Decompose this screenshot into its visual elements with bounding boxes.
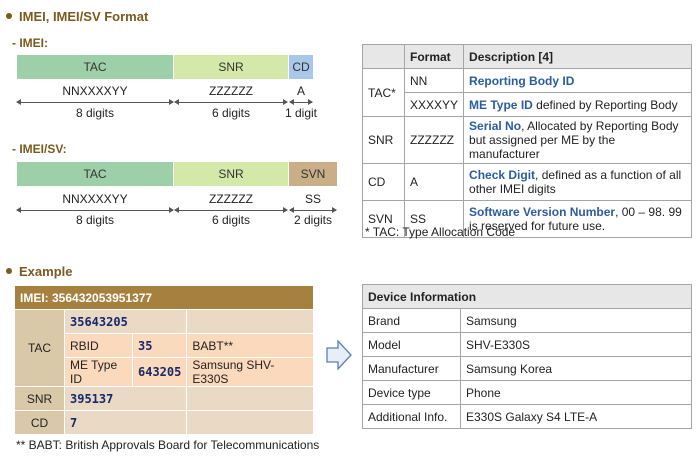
imei-tac-span-arrow: [16, 99, 174, 105]
term-me-type-id: ME Type ID: [469, 97, 533, 112]
imeisv-svn-segment: SVN: [289, 162, 337, 186]
imei-snr-segment: SNR: [174, 55, 288, 79]
term-serial-no: Serial No: [469, 119, 522, 133]
device-model-key: Model: [362, 332, 461, 357]
format-heading: IMEI, IMEI/SV Format: [6, 9, 148, 24]
snr-format: ZZZZZZ: [403, 116, 465, 164]
tac-xxxxyy-description: ME Type ID defined by Reporting Body: [463, 92, 692, 117]
format-column-header: Format: [403, 44, 465, 69]
example-rbid-value: 35: [131, 333, 188, 358]
imeisv-snr-digits: 6 digits: [211, 213, 251, 227]
example-imei-header: IMEI: 356432053951377: [14, 285, 314, 310]
imeisv-svn-digits: 2 digits: [293, 213, 333, 227]
cd-row-label: CD: [362, 163, 405, 201]
imeisv-svn-span-arrow: [289, 207, 337, 213]
device-manufacturer-key: Manufacturer: [362, 356, 461, 381]
example-tac-empty: [186, 309, 314, 334]
svn-format: SS: [403, 200, 465, 238]
example-me-type-value: 643205: [131, 357, 188, 387]
snr-description: Serial No, Allocated by Reporting Body b…: [463, 116, 692, 164]
term-check-digit: Check Digit: [469, 168, 536, 182]
term-software-version-number: Software Version Number: [469, 205, 616, 219]
device-type-value: Phone: [460, 380, 692, 405]
example-tac-value: 35643205: [63, 309, 188, 334]
imeisv-snr-format: ZZZZZZ: [209, 192, 253, 206]
example-me-type-description: Samsung SHV-E330S: [186, 357, 314, 387]
format-table-corner: [362, 44, 405, 69]
example-rbid-description: BABT**: [186, 333, 314, 358]
svn-description: Software Version Number, 00 – 98. 99 is …: [463, 200, 692, 238]
cd-description: Check Digit, defined as a function of al…: [463, 163, 692, 201]
bullet-icon: [6, 267, 12, 274]
imei-snr-digits: 6 digits: [211, 106, 251, 120]
imeisv-tac-digits: 8 digits: [75, 213, 115, 227]
example-cd-empty: [186, 410, 314, 435]
tac-xxxxyy-format: XXXXYY: [403, 92, 465, 117]
imeisv-label: - IMEI/SV:: [12, 142, 67, 156]
imei-cd-digits: 1 digit: [284, 106, 318, 120]
example-cd-value: 7: [63, 410, 188, 435]
cd-format: A: [403, 163, 465, 201]
imei-tac-digits: 8 digits: [75, 106, 115, 120]
example-snr-empty: [186, 386, 314, 411]
svn-row-label: SVN: [362, 200, 405, 238]
description-column-header: Description [4]: [463, 44, 692, 69]
example-snr-label: SNR: [14, 386, 65, 411]
imeisv-snr-segment: SNR: [174, 162, 288, 186]
imeisv-tac-span-arrow: [16, 207, 174, 213]
example-snr-value: 395137: [63, 386, 188, 411]
example-cd-label: CD: [14, 410, 65, 435]
device-type-key: Device type: [362, 380, 461, 405]
imei-snr-format: ZZZZZZ: [209, 84, 253, 98]
example-table: IMEI: 356432053951377 TAC 35643205 RBID …: [14, 285, 314, 435]
device-info-title: Device Information: [362, 284, 692, 309]
device-additional-key: Additional Info.: [362, 404, 461, 429]
format-table: Format Description [4] TAC* NN Reporting…: [362, 44, 692, 238]
imei-label: - IMEI:: [12, 36, 48, 50]
device-info-table: Device Information Brand Samsung Model S…: [362, 284, 692, 429]
imei-snr-span-arrow: [174, 99, 288, 105]
example-rbid-label: RBID: [64, 333, 133, 358]
device-additional-value: E330S Galaxy S4 LTE-A: [460, 404, 692, 429]
imeisv-tac-segment: TAC: [17, 162, 173, 186]
term-reporting-body-id: Reporting Body ID: [469, 73, 575, 88]
example-heading: Example: [6, 264, 72, 279]
imeisv-snr-span-arrow: [174, 207, 288, 213]
tac-nn-format: NN: [403, 68, 465, 93]
tac-footnote: * TAC: Type Allocation Code: [365, 225, 516, 239]
babt-footnote: ** BABT: British Approvals Board for Tel…: [16, 438, 320, 452]
imei-cd-span-arrow: [289, 99, 313, 105]
imei-cd-format: A: [296, 84, 305, 98]
device-model-value: SHV-E330S: [460, 332, 692, 357]
right-arrow-icon: [326, 340, 352, 370]
example-me-type-label: ME Type ID: [64, 357, 133, 387]
tac-row-label: TAC*: [362, 68, 405, 117]
imei-tac-format: NNXXXXYY: [62, 84, 128, 98]
example-tac-label: TAC: [14, 309, 65, 387]
imeisv-tac-format: NNXXXXYY: [62, 192, 128, 206]
device-brand-value: Samsung: [460, 308, 692, 333]
bullet-icon: [6, 12, 12, 19]
tac-nn-description: Reporting Body ID: [463, 68, 692, 93]
device-manufacturer-value: Samsung Korea: [460, 356, 692, 381]
imei-tac-segment: TAC: [17, 55, 173, 79]
imeisv-svn-format: SS: [304, 192, 321, 206]
imei-cd-segment: CD: [289, 55, 313, 79]
device-brand-key: Brand: [362, 308, 461, 333]
snr-row-label: SNR: [362, 116, 405, 164]
